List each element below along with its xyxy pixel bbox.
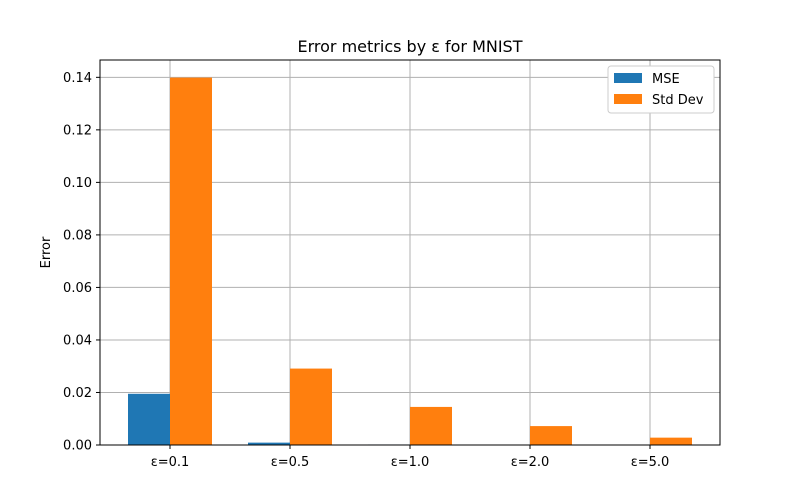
- y-tick-label: 0.08: [63, 228, 92, 243]
- bar-std-dev: [170, 78, 212, 445]
- x-tick-label: ε=0.1: [151, 455, 190, 470]
- x-tick-label: ε=0.5: [271, 455, 310, 470]
- y-tick-label: 0.00: [63, 439, 92, 454]
- y-tick-label: 0.14: [63, 71, 92, 86]
- legend-label-mse: MSE: [652, 72, 680, 87]
- y-tick-label: 0.12: [63, 123, 92, 138]
- bar-std-dev: [290, 369, 332, 445]
- bar-std-dev: [530, 426, 572, 445]
- chart-title: Error metrics by ε for MNIST: [298, 37, 523, 56]
- legend: MSE Std Dev: [608, 66, 714, 113]
- x-tick-label: ε=2.0: [511, 455, 550, 470]
- legend-swatch-mse: [614, 73, 642, 83]
- y-tick-label: 0.02: [63, 386, 92, 401]
- x-tick-label: ε=5.0: [631, 455, 670, 470]
- y-tick-label: 0.10: [63, 176, 92, 191]
- legend-label-std-dev: Std Dev: [652, 93, 704, 108]
- y-tick-label: 0.04: [63, 333, 92, 348]
- y-tick-label: 0.06: [63, 281, 92, 296]
- y-axis-label: Error: [39, 236, 54, 268]
- bar-std-dev: [410, 407, 452, 445]
- bar-mse: [128, 394, 170, 445]
- x-tick-label: ε=1.0: [391, 455, 430, 470]
- legend-swatch-std-dev: [614, 94, 642, 104]
- bar-std-dev: [650, 438, 692, 445]
